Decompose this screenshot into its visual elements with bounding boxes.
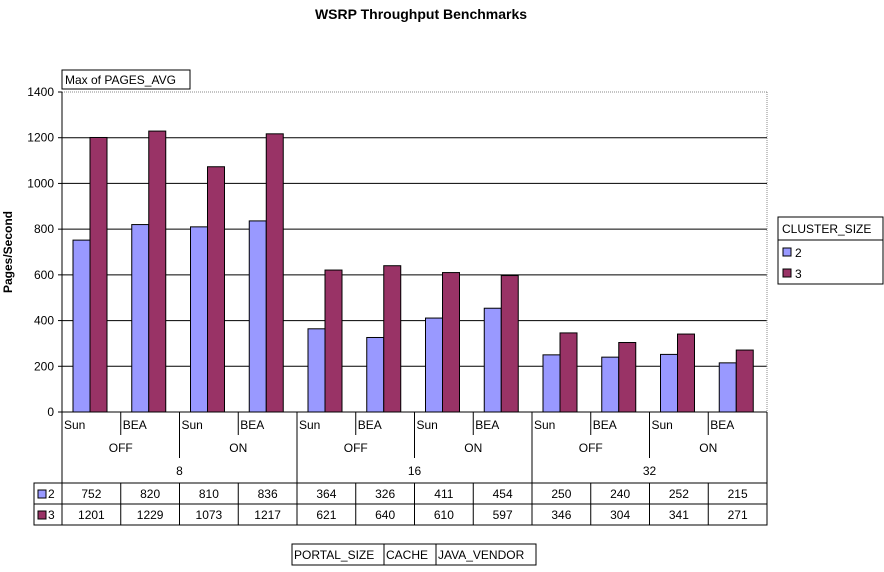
bar-series-3[interactable] — [618, 342, 637, 413]
y-tick-label: 200 — [34, 359, 54, 373]
legend-swatch-2 — [782, 247, 792, 257]
bar-series-3[interactable] — [265, 133, 284, 413]
data-label: 341 — [669, 508, 689, 522]
table-legend-swatch — [37, 489, 47, 499]
bar-series-2[interactable] — [131, 224, 150, 413]
x-label-java-vendor: BEA — [593, 418, 617, 432]
x-label-portal-size: 16 — [408, 464, 422, 478]
bar-series-2[interactable] — [248, 220, 267, 413]
legend-swatch-3 — [782, 268, 792, 278]
y-tick-label: 1400 — [27, 85, 54, 99]
field-label: CACHE — [386, 548, 428, 562]
bar-series-3[interactable] — [735, 349, 754, 413]
y-tick-label: 1200 — [27, 131, 54, 145]
y-tick-label: 1000 — [27, 176, 54, 190]
bar-series-2[interactable] — [601, 356, 620, 413]
y-axis-label: Pages/Second — [1, 211, 15, 293]
x-label-java-vendor: Sun — [64, 418, 85, 432]
bar-series-2[interactable] — [718, 362, 737, 413]
data-label: 1201 — [78, 508, 105, 522]
bar-series-2[interactable] — [307, 328, 326, 413]
x-label-java-vendor: Sun — [652, 418, 673, 432]
field-button-portal_size[interactable]: PORTAL_SIZE — [291, 543, 385, 566]
field-label: PORTAL_SIZE — [294, 548, 374, 562]
field-button-cache[interactable]: CACHE — [383, 543, 437, 566]
data-label: 597 — [493, 508, 513, 522]
data-label: 1073 — [196, 508, 223, 522]
x-label-java-vendor: Sun — [299, 418, 320, 432]
bar-series-2[interactable] — [660, 353, 678, 413]
bar-series-3[interactable] — [324, 269, 343, 413]
x-label-cache: ON — [229, 441, 247, 455]
x-label-cache: ON — [699, 441, 717, 455]
chart-title: WSRP Throughput Benchmarks — [315, 6, 527, 22]
field-label: JAVA_VENDOR — [438, 548, 525, 562]
x-label-java-vendor: Sun — [534, 418, 555, 432]
x-label-cache: OFF — [344, 441, 368, 455]
data-label: 1229 — [137, 508, 164, 522]
data-field-button[interactable]: Max of PAGES_AVG — [61, 69, 191, 90]
data-label: 621 — [316, 508, 336, 522]
data-label: 640 — [375, 508, 395, 522]
table-legend-swatch — [37, 510, 47, 520]
data-label: 250 — [551, 487, 571, 501]
x-label-java-vendor: Sun — [182, 418, 203, 432]
data-label: 820 — [140, 487, 160, 501]
bar-series-2[interactable] — [366, 336, 385, 413]
x-label-java-vendor: BEA — [475, 418, 499, 432]
bar-series-3[interactable] — [500, 275, 519, 413]
bar-series-2[interactable] — [425, 317, 443, 413]
y-tick-label: 600 — [34, 268, 54, 282]
data-label: 752 — [81, 487, 101, 501]
bar-series-3[interactable] — [442, 272, 460, 413]
legend: CLUSTER_SIZE 2 3 — [777, 216, 884, 285]
data-label: 810 — [199, 487, 219, 501]
data-label: 326 — [375, 487, 395, 501]
x-label-java-vendor: BEA — [240, 418, 264, 432]
y-tick-label: 800 — [34, 222, 54, 236]
data-label: 304 — [610, 508, 630, 522]
data-label: 215 — [728, 487, 748, 501]
data-label: 240 — [610, 487, 630, 501]
x-label-cache: OFF — [579, 441, 603, 455]
x-label-java-vendor: Sun — [417, 418, 438, 432]
bar-series-3[interactable] — [559, 332, 578, 413]
data-label: 454 — [493, 487, 513, 501]
x-label-portal-size: 32 — [643, 464, 657, 478]
x-label-java-vendor: BEA — [123, 418, 147, 432]
data-label: 364 — [316, 487, 336, 501]
x-label-portal-size: 8 — [176, 464, 183, 478]
bar-series-3[interactable] — [207, 166, 225, 413]
bar-series-3[interactable] — [148, 130, 167, 413]
y-tick-label: 0 — [47, 405, 54, 419]
field-button-java_vendor[interactable]: JAVA_VENDOR — [435, 543, 537, 566]
x-label-java-vendor: BEA — [358, 418, 382, 432]
legend-label-2: 2 — [795, 246, 802, 260]
bar-series-2[interactable] — [542, 354, 561, 413]
table-series-label: 3 — [48, 508, 55, 522]
bar-series-2[interactable] — [190, 226, 208, 413]
legend-title[interactable]: CLUSTER_SIZE — [782, 222, 871, 236]
bar-series-2[interactable] — [483, 307, 502, 413]
x-label-cache: OFF — [109, 441, 133, 455]
bar-series-3[interactable] — [677, 333, 695, 413]
data-label: 252 — [669, 487, 689, 501]
data-label: 271 — [728, 508, 748, 522]
y-tick-label: 400 — [34, 314, 54, 328]
data-label: 610 — [434, 508, 454, 522]
bar-series-3[interactable] — [89, 136, 108, 413]
x-label-java-vendor: BEA — [710, 418, 734, 432]
table-series-label: 2 — [48, 487, 55, 501]
legend-label-3: 3 — [795, 267, 802, 281]
data-label: 1217 — [254, 508, 281, 522]
x-label-cache: ON — [464, 441, 482, 455]
bar-series-3[interactable] — [383, 265, 402, 413]
data-label: 836 — [258, 487, 278, 501]
bar-series-2[interactable] — [72, 239, 91, 413]
data-label: 411 — [434, 487, 453, 501]
data-field-label: Max of PAGES_AVG — [65, 73, 176, 87]
data-label: 346 — [551, 508, 571, 522]
